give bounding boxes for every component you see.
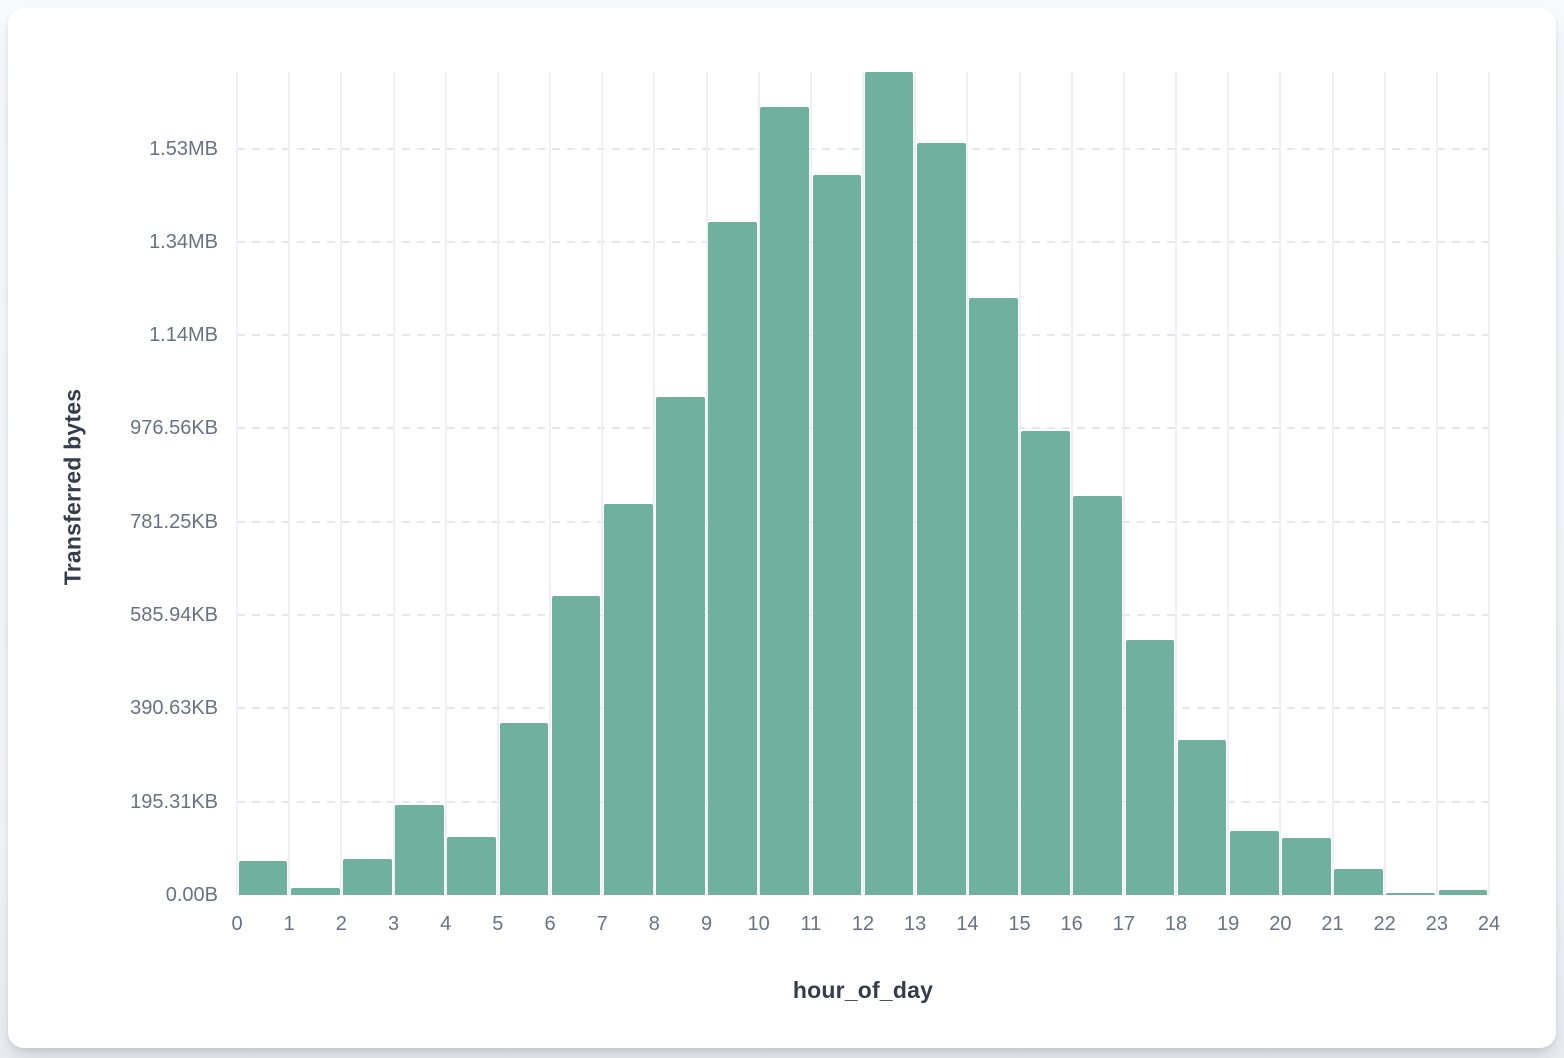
vertical-gridline [1070,72,1073,895]
x-tick-label: 10 [747,913,770,935]
bar-hour-13[interactable] [916,142,966,895]
vertical-gridline [757,72,760,895]
bar-hour-12[interactable] [864,72,914,895]
vertical-gridline [340,72,343,895]
chart-panel: 0.00B 195.31KB 390.63KB 585.94KB 781.25KB 976… [8,8,1556,1048]
vertical-gridline [1175,72,1177,895]
vertical-gridline [1018,72,1021,895]
y-tick-label: 390.63KB [130,697,218,720]
x-tick-label: 7 [596,913,608,935]
vertical-gridline [1279,72,1282,895]
bar-hour-3[interactable] [395,804,444,895]
x-tick-label: 9 [700,913,713,935]
bar-hour-9[interactable] [708,221,757,895]
plot-area [236,72,1490,895]
x-tick-label: 14 [956,913,979,935]
x-axis-title: hour_of_day [792,977,934,1003]
bar-hour-16[interactable] [1073,495,1123,895]
x-tick-label: 18 [1164,913,1188,935]
x-tick-label: 17 [1112,913,1135,935]
x-tick-label: 0 [231,913,243,935]
vertical-gridline [705,72,708,895]
vertical-gridline [862,72,864,895]
vertical-gridline [236,72,238,895]
x-tick-label: 15 [1008,913,1031,935]
x-tick-label: 19 [1217,913,1240,935]
y-tick-label: 781.25KB [130,510,218,533]
x-tick-label: 16 [1060,913,1083,935]
x-tick-label: 4 [440,913,452,935]
x-tick-label: 23 [1425,913,1448,935]
vertical-gridline [653,72,656,895]
y-tick-label: 1.14MB [149,324,218,347]
x-tick-label: 21 [1321,913,1344,935]
vertical-gridline [1331,72,1334,895]
y-tick-label: 195.31KB [130,790,218,813]
vertical-gridline [1227,72,1230,895]
vertical-gridline [966,72,969,895]
bar-hour-19[interactable] [1229,830,1279,895]
x-tick-label: 1 [283,913,295,935]
vertical-gridline [549,72,551,895]
y-tick-label: 0.00B [165,884,218,906]
bar-hour-0[interactable] [238,860,288,895]
bar-hour-23[interactable] [1438,889,1488,895]
vertical-gridline [914,72,917,895]
x-tick-label: 24 [1477,913,1501,935]
bar-hour-7[interactable] [603,503,653,895]
vertical-gridline [1383,72,1386,895]
x-tick-label: 20 [1269,913,1292,935]
x-tick-label: 2 [335,913,347,935]
y-tick-label: 585.94KB [130,604,218,627]
bar-hour-6[interactable] [551,595,601,895]
vertical-gridline [444,72,447,895]
x-tick-label: 5 [492,913,504,935]
vertical-gridline [809,72,812,895]
bar-hour-1[interactable] [290,888,340,895]
vertical-gridline [601,72,604,895]
bar-hour-11[interactable] [812,175,862,895]
x-tick-label: 3 [387,913,400,935]
bar-hour-15[interactable] [1021,430,1070,895]
y-tick-label: 1.34MB [149,230,218,253]
bar-hour-4[interactable] [447,837,497,895]
x-tick-label: 12 [851,913,875,935]
bar-hour-21[interactable] [1334,869,1383,895]
x-tick-label: 22 [1373,913,1396,935]
x-tick-label: 8 [648,913,660,935]
vertical-gridline [288,72,291,895]
bar-hour-10[interactable] [760,106,810,895]
vertical-gridline [1435,72,1438,895]
bar-hour-2[interactable] [343,859,392,895]
bar-hour-8[interactable] [656,397,705,895]
bar-hour-17[interactable] [1125,640,1175,895]
vertical-gridline [1122,72,1125,895]
x-tick-label: 6 [544,913,556,935]
bar-hour-18[interactable] [1177,740,1227,895]
bar-hour-20[interactable] [1282,837,1331,895]
bar-hour-22[interactable] [1386,893,1436,895]
vertical-gridline [496,72,499,895]
y-tick-label: 1.53MB [149,137,218,160]
y-tick-label: 976.56KB [130,417,218,440]
x-tick-label: 11 [800,913,822,935]
y-axis-title: Transferred bytes [59,388,86,586]
bar-hour-14[interactable] [969,298,1018,895]
bar-hour-5[interactable] [499,722,549,895]
vertical-gridline [1488,72,1490,895]
x-tick-label: 13 [904,913,927,935]
vertical-gridline [392,72,395,895]
